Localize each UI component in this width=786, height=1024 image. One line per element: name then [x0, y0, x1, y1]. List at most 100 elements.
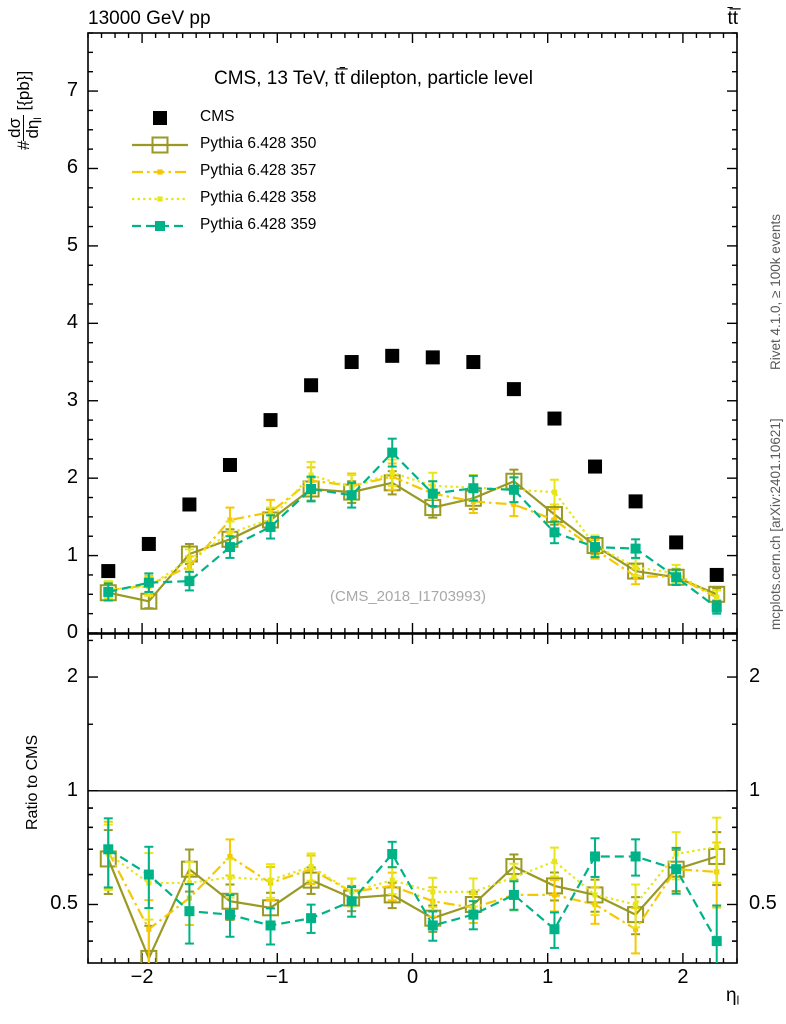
y-tick-label-ratio-right: 2	[749, 665, 761, 688]
data-marker	[470, 889, 476, 895]
y-tick-label-ratio: 2	[66, 665, 78, 688]
y-tick-label-ratio: 1	[66, 778, 78, 801]
data-marker	[669, 535, 684, 550]
data-marker	[344, 355, 359, 370]
data-marker	[224, 909, 235, 920]
data-marker	[551, 858, 558, 865]
series-pythia-6-428-357	[103, 462, 722, 606]
data-marker	[632, 926, 639, 932]
data-marker	[387, 447, 398, 458]
y-tick-label-main: 4	[66, 311, 78, 334]
data-marker	[711, 936, 722, 947]
data-marker	[265, 521, 276, 532]
data-marker	[265, 920, 276, 931]
data-marker	[714, 844, 720, 850]
data-marker	[308, 863, 314, 870]
data-marker	[630, 851, 641, 862]
data-marker	[155, 221, 165, 231]
header-collision-energy: 13000 GeV pp	[88, 8, 211, 29]
legend-entry-3[interactable]	[132, 196, 188, 202]
data-marker	[511, 874, 517, 880]
data-marker	[103, 844, 114, 855]
legend-label-0: CMS	[200, 108, 235, 125]
data-marker	[157, 169, 163, 175]
data-marker	[671, 572, 682, 583]
y-tick-label-ratio-right: 0.5	[749, 892, 777, 915]
data-marker	[186, 556, 193, 563]
header-process-label: tt̅	[727, 8, 738, 29]
data-marker	[506, 382, 521, 397]
data-marker	[227, 517, 233, 523]
data-marker	[468, 483, 479, 494]
data-marker	[306, 484, 317, 494]
data-marker	[151, 136, 169, 154]
series-line	[108, 451, 718, 609]
data-marker	[551, 892, 558, 898]
data-marker	[346, 490, 357, 501]
plot-title: CMS, 13 TeV, tt̅ dilepton, particle leve…	[214, 68, 533, 89]
data-marker	[427, 488, 438, 499]
x-tick-label: 2	[677, 966, 689, 988]
x-tick-label: −2	[130, 966, 154, 988]
data-marker	[592, 892, 598, 898]
data-marker	[549, 924, 560, 935]
legend-entry-2[interactable]	[132, 169, 188, 175]
y-tick-label-main: 7	[66, 79, 78, 102]
data-marker	[468, 909, 479, 920]
data-marker	[425, 350, 440, 365]
data-marker	[385, 348, 400, 363]
data-marker	[103, 586, 114, 597]
data-marker	[346, 896, 357, 907]
data-marker	[157, 196, 163, 202]
data-marker	[182, 497, 197, 512]
data-marker	[304, 378, 319, 393]
data-marker	[153, 111, 167, 125]
y-tick-label-ratio: 0.5	[50, 892, 78, 915]
series-pythia-6-428-359	[103, 437, 722, 615]
data-marker	[186, 880, 193, 886]
series-pythia-6-428-358	[103, 458, 722, 606]
data-marker	[146, 926, 152, 932]
data-marker	[222, 458, 237, 472]
legend-label-2: Pythia 6.428 357	[200, 162, 317, 179]
data-marker	[551, 489, 558, 495]
data-marker	[143, 577, 154, 588]
data-marker	[184, 906, 195, 917]
y-tick-label-main: 1	[66, 543, 78, 566]
data-marker	[224, 542, 235, 553]
ratio-series-pythia-6-428-359	[103, 817, 722, 963]
series-cms	[101, 348, 724, 582]
x-tick-label: 1	[542, 966, 554, 988]
data-marker	[590, 851, 601, 862]
y-tick-label-main: 6	[66, 156, 78, 179]
data-marker	[184, 576, 195, 587]
legend-label-1: Pythia 6.428 350	[200, 135, 317, 152]
legend-entry-1[interactable]	[132, 136, 188, 154]
legend-entry-4[interactable]	[132, 221, 188, 231]
data-marker	[632, 564, 639, 570]
ratio-line	[107, 845, 717, 906]
y-tick-label-main: 0	[66, 621, 78, 643]
data-marker	[588, 459, 603, 474]
data-marker	[671, 864, 682, 875]
data-marker	[387, 849, 398, 860]
data-marker	[143, 869, 154, 880]
data-marker	[227, 874, 233, 880]
data-marker	[389, 470, 395, 476]
data-marker	[714, 594, 720, 600]
data-marker	[549, 527, 560, 538]
legend-entry-0[interactable]	[153, 111, 167, 125]
data-marker	[628, 494, 643, 509]
y-tick-label-main: 2	[66, 466, 78, 489]
data-marker	[709, 567, 724, 582]
data-marker	[590, 542, 601, 553]
data-marker	[101, 564, 116, 579]
y-tick-label-ratio-right: 1	[749, 778, 761, 801]
y-tick-label-main: 3	[66, 388, 78, 411]
data-marker	[511, 501, 517, 508]
x-tick-label: −1	[265, 966, 289, 988]
x-tick-label: 0	[406, 966, 419, 988]
series-line	[108, 475, 718, 599]
data-marker	[508, 484, 519, 495]
